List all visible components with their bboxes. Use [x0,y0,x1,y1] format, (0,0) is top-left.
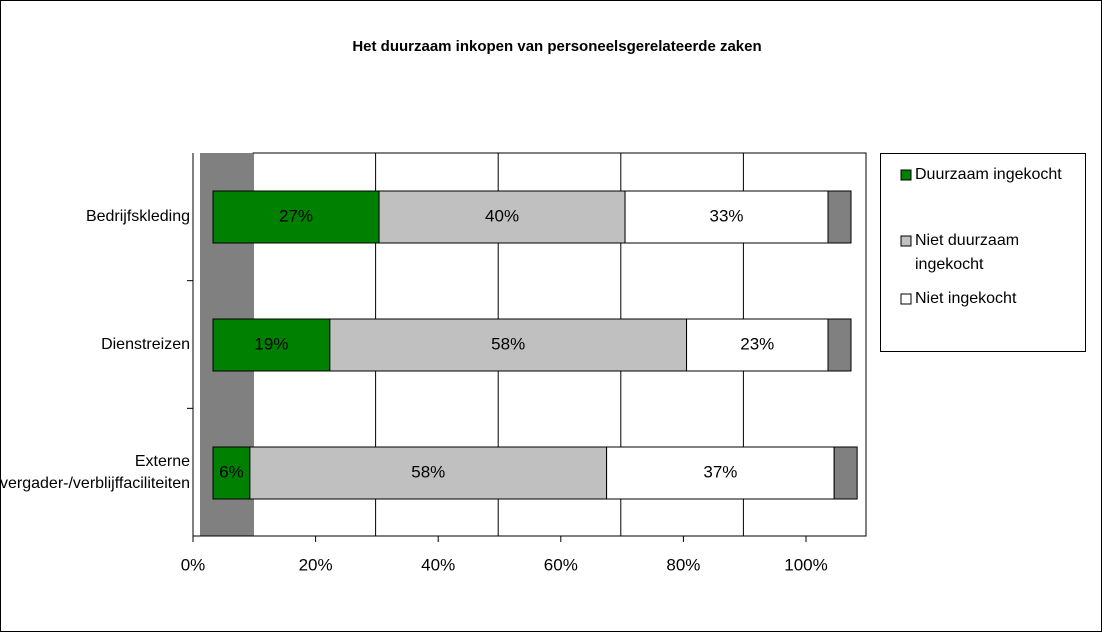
legend-swatch [900,235,912,247]
data-label: 58% [411,462,445,481]
data-label: 33% [710,206,744,225]
data-label: 40% [485,206,519,225]
bar-segment [212,446,251,500]
data-label: 37% [703,462,737,481]
data-label: 19% [254,334,288,353]
data-label: 23% [740,334,774,353]
data-label: 27% [279,206,313,225]
x-tick-label: 40% [421,555,455,574]
y-tick-label: Dienstreizen [101,336,190,353]
x-tick-label: 100% [784,555,827,574]
bar-segment [606,446,835,500]
bar-side [833,446,858,500]
bar-side [827,318,852,372]
legend-swatch [900,169,912,181]
bar-segment [329,318,688,372]
x-tick-label: 20% [299,555,333,574]
x-tick-label: 80% [666,555,700,574]
legend-swatch [900,293,912,305]
bar-segment [624,190,829,244]
y-tick-label: Externe vergader-/verblijffaciliteiten [0,453,191,492]
data-label: 6% [219,462,244,481]
y-tick-label: Bedrijfskleding [85,208,190,225]
bar-segment [249,446,608,500]
x-tick-label: 0% [181,555,206,574]
chart-title: Het duurzaam inkopen van personeelsgerel… [352,38,761,55]
legend-label: Duurzaam ingekocht [915,166,1062,183]
legend-label: Niet ingekocht [915,290,1017,307]
legend-box [880,153,1086,352]
data-label: 58% [491,334,525,353]
x-tick-label: 60% [544,555,578,574]
bar-segment [212,190,380,244]
legend-label: Niet duurzaam ingekocht [915,232,1020,273]
bar-side [827,190,852,244]
